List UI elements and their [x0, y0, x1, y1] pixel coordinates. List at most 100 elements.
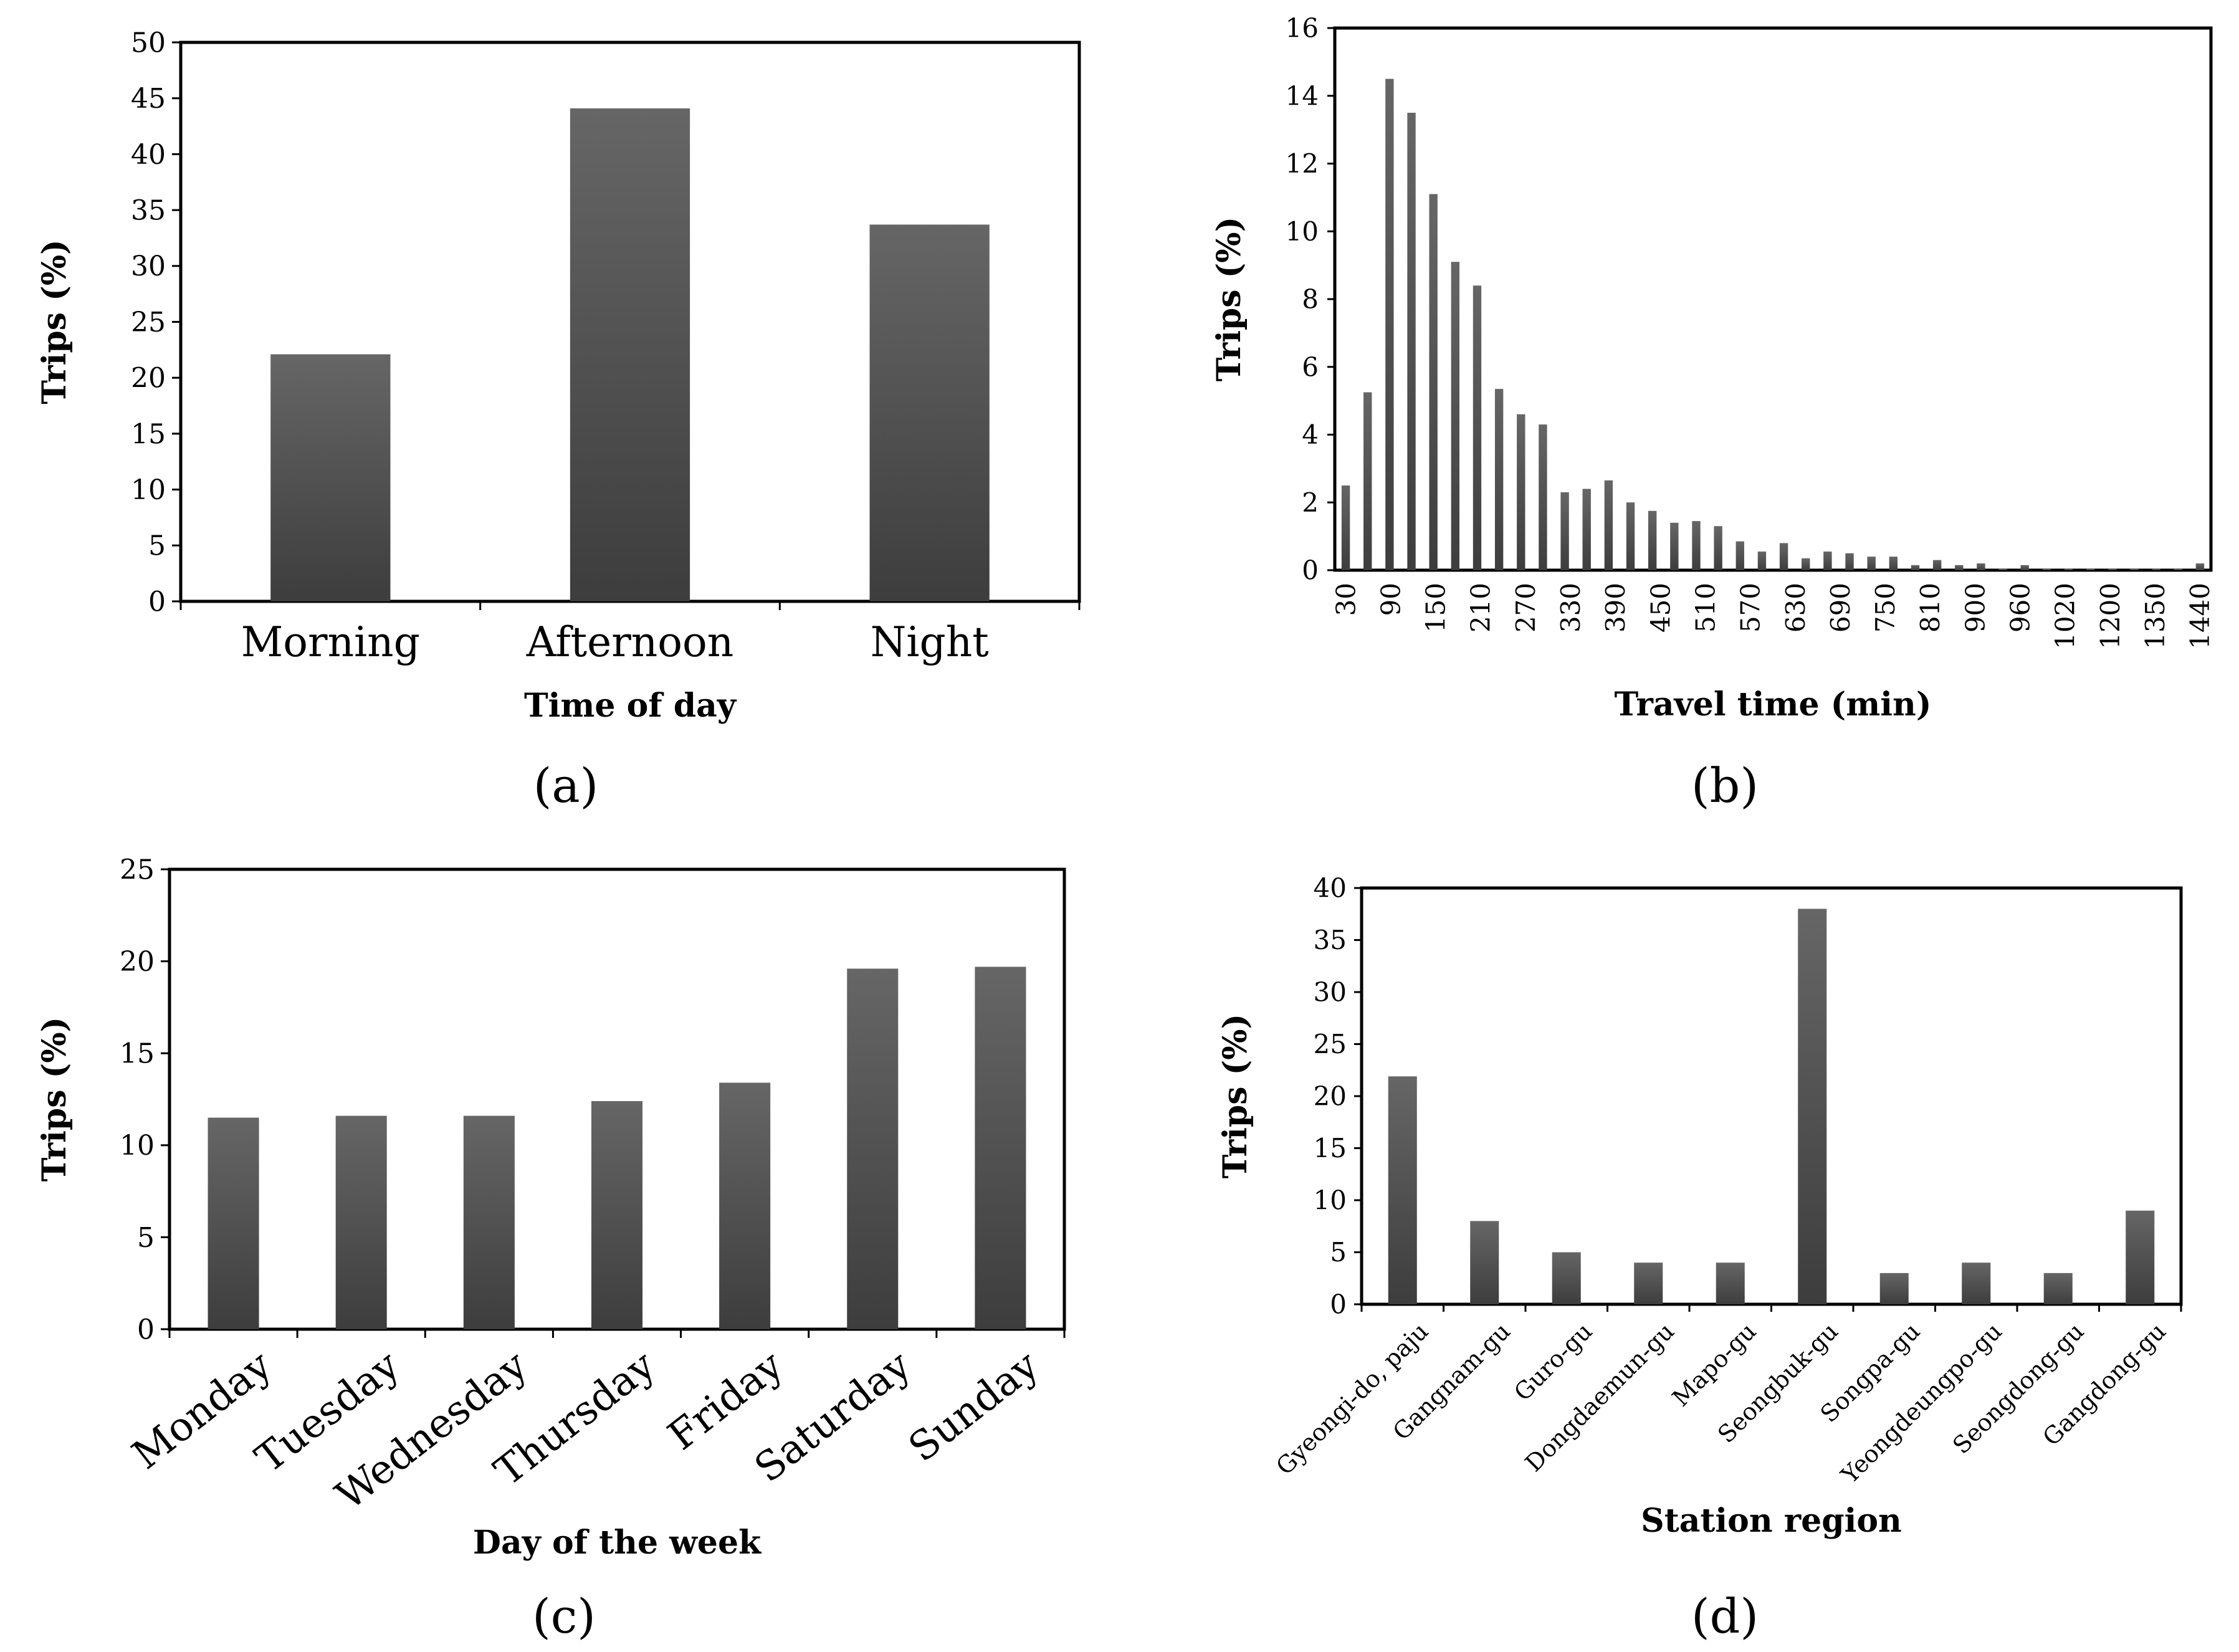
- x-tick-label: 330: [1555, 583, 1586, 633]
- bar: [2043, 1272, 2073, 1304]
- x-category-label: Afternoon: [526, 618, 734, 666]
- y-axis-title: Trips (%): [36, 239, 74, 404]
- x-tick-label: 750: [1870, 583, 1901, 633]
- x-category-label: Night: [871, 618, 989, 666]
- y-tick-label: 5: [137, 1222, 155, 1254]
- bar: [2195, 563, 2205, 570]
- bar: [1634, 1263, 1663, 1304]
- x-tick-label: 210: [1466, 583, 1496, 633]
- bar: [2174, 568, 2182, 570]
- y-tick-label: 15: [1314, 1133, 1347, 1163]
- bar: [1802, 558, 1810, 570]
- y-tick-label: 5: [1330, 1237, 1347, 1268]
- x-tick-label: 1350: [2140, 583, 2170, 649]
- bar: [1429, 194, 1438, 570]
- x-category-label: Morning: [241, 618, 420, 666]
- x-tick-label: 150: [1421, 583, 1451, 633]
- y-tick-label: 10: [131, 474, 166, 506]
- y-tick-label: 8: [1302, 284, 1319, 315]
- bar: [1552, 1252, 1581, 1304]
- bar: [1473, 285, 1482, 570]
- bar: [463, 1115, 515, 1329]
- y-tick-label: 45: [131, 83, 166, 115]
- y-axis-title: Trips (%): [1216, 1014, 1254, 1178]
- bar: [1962, 1263, 1991, 1304]
- y-tick-label: 20: [1314, 1081, 1347, 1112]
- y-tick-label: 0: [137, 1314, 155, 1345]
- bar: [975, 967, 1026, 1329]
- bar: [847, 968, 899, 1329]
- bar: [270, 354, 391, 601]
- bar: [869, 224, 990, 601]
- y-axis-title: Trips (%): [36, 1017, 74, 1182]
- bar: [2108, 568, 2117, 570]
- y-tick-label: 25: [120, 854, 155, 886]
- y-axis-title: Trips (%): [1210, 217, 1248, 381]
- bar: [1798, 909, 1827, 1304]
- bar: [1648, 510, 1657, 570]
- x-tick-label: 390: [1600, 583, 1631, 633]
- bar: [2152, 568, 2160, 570]
- x-tick-label: 1440: [2185, 583, 2215, 649]
- bar: [1604, 480, 1613, 570]
- bar: [1670, 522, 1679, 570]
- x-axis-title: Time of day: [524, 687, 737, 725]
- x-tick-label: 450: [1645, 583, 1676, 633]
- y-tick-label: 0: [148, 586, 166, 618]
- bar: [1779, 543, 1788, 570]
- bar: [1385, 79, 1394, 570]
- bar: [1494, 389, 1504, 570]
- y-tick-label: 2: [1302, 487, 1319, 518]
- bar: [1539, 424, 1547, 570]
- y-tick-label: 40: [131, 139, 166, 171]
- bar: [2042, 568, 2051, 570]
- x-category-label: Yeongdeungpo-gu: [1835, 1317, 2007, 1489]
- bar: [2064, 568, 2073, 570]
- y-tick-label: 25: [131, 307, 166, 338]
- y-tick-label: 35: [131, 195, 166, 227]
- bar: [719, 1082, 771, 1329]
- bar: [2020, 565, 2029, 570]
- y-tick-label: 0: [1330, 1289, 1347, 1320]
- bar: [2126, 1210, 2155, 1304]
- y-tick-label: 50: [131, 27, 166, 59]
- x-category-label: Sunday: [900, 1342, 1048, 1471]
- bar: [1626, 502, 1635, 570]
- y-tick-label: 4: [1302, 419, 1319, 450]
- chart-a: 0 5 10 15 20 25 30 35 40 45 50 Morning Afternoon Nigh…: [36, 27, 1081, 725]
- bar: [1889, 556, 1898, 570]
- x-tick-label: 810: [1915, 583, 1945, 633]
- y-tick-label: 35: [1314, 925, 1347, 955]
- y-tick-label: 5: [148, 530, 166, 562]
- bar: [591, 1101, 643, 1329]
- y-tick-label: 15: [131, 418, 166, 450]
- bar: [1932, 560, 1942, 570]
- bar: [1714, 526, 1722, 570]
- bar: [1757, 551, 1767, 570]
- bar: [1692, 521, 1701, 570]
- plot-frame: [1333, 26, 2213, 572]
- bar: [1911, 565, 1920, 570]
- bar: [1517, 414, 1525, 570]
- y-tick-label: 30: [131, 251, 166, 282]
- x-tick-label: 30: [1330, 583, 1361, 616]
- caption-d: (d): [1691, 1588, 1759, 1644]
- y-tick-label: 10: [1286, 216, 1319, 247]
- bar: [1716, 1263, 1745, 1304]
- bar: [208, 1117, 259, 1329]
- caption-c: (c): [532, 1588, 596, 1644]
- y-tick-label: 0: [1302, 555, 1319, 586]
- bar: [335, 1115, 387, 1329]
- x-axis-title: Station region: [1641, 1502, 1902, 1540]
- y-tick-label: 10: [120, 1130, 155, 1162]
- bar: [1341, 485, 1350, 570]
- y-tick-label: 10: [1314, 1185, 1347, 1216]
- y-tick-label: 20: [120, 946, 155, 978]
- x-tick-label: 900: [1960, 583, 1990, 633]
- y-tick-label: 16: [1286, 13, 1319, 44]
- x-tick-label: 570: [1735, 583, 1766, 633]
- bar: [1998, 568, 2007, 570]
